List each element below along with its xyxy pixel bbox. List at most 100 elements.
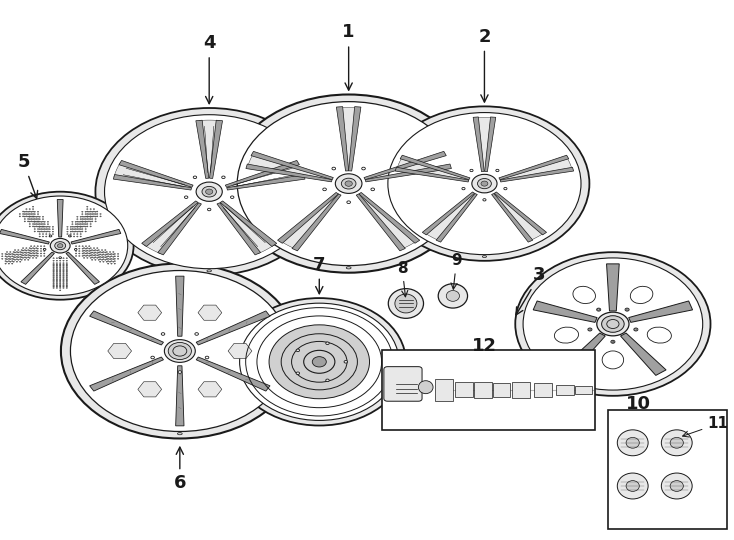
Ellipse shape bbox=[79, 228, 80, 230]
Ellipse shape bbox=[53, 287, 54, 288]
Ellipse shape bbox=[602, 316, 624, 332]
Ellipse shape bbox=[53, 260, 54, 261]
Polygon shape bbox=[499, 155, 569, 180]
Ellipse shape bbox=[37, 228, 39, 230]
Ellipse shape bbox=[63, 287, 64, 288]
Ellipse shape bbox=[47, 228, 48, 230]
Ellipse shape bbox=[87, 206, 88, 207]
Ellipse shape bbox=[87, 224, 88, 225]
Ellipse shape bbox=[80, 219, 81, 220]
Ellipse shape bbox=[63, 279, 64, 280]
Ellipse shape bbox=[81, 231, 83, 232]
Ellipse shape bbox=[63, 258, 64, 259]
Ellipse shape bbox=[90, 216, 91, 217]
Polygon shape bbox=[196, 357, 270, 391]
Ellipse shape bbox=[81, 224, 83, 225]
Ellipse shape bbox=[36, 216, 37, 217]
Ellipse shape bbox=[63, 267, 64, 268]
Ellipse shape bbox=[589, 329, 591, 330]
Polygon shape bbox=[356, 194, 405, 251]
Polygon shape bbox=[533, 301, 597, 322]
Ellipse shape bbox=[82, 255, 84, 256]
Ellipse shape bbox=[39, 224, 40, 225]
Ellipse shape bbox=[602, 351, 624, 369]
Ellipse shape bbox=[304, 350, 335, 373]
Ellipse shape bbox=[98, 252, 99, 253]
Ellipse shape bbox=[101, 254, 103, 255]
Ellipse shape bbox=[79, 221, 80, 222]
Ellipse shape bbox=[53, 278, 54, 279]
Ellipse shape bbox=[79, 224, 80, 225]
Ellipse shape bbox=[49, 236, 50, 237]
Ellipse shape bbox=[371, 188, 374, 191]
Polygon shape bbox=[425, 193, 476, 240]
Ellipse shape bbox=[346, 267, 351, 269]
Ellipse shape bbox=[87, 221, 88, 222]
Ellipse shape bbox=[105, 254, 106, 255]
Ellipse shape bbox=[36, 221, 37, 222]
Ellipse shape bbox=[32, 224, 34, 225]
Ellipse shape bbox=[29, 221, 30, 222]
Ellipse shape bbox=[95, 257, 96, 258]
Ellipse shape bbox=[79, 255, 80, 256]
Ellipse shape bbox=[46, 226, 47, 227]
Polygon shape bbox=[90, 311, 164, 345]
Ellipse shape bbox=[90, 211, 91, 212]
Ellipse shape bbox=[72, 231, 73, 232]
Ellipse shape bbox=[239, 303, 399, 421]
Ellipse shape bbox=[59, 275, 61, 276]
Ellipse shape bbox=[82, 253, 84, 254]
Ellipse shape bbox=[29, 255, 30, 256]
Ellipse shape bbox=[59, 290, 61, 291]
Ellipse shape bbox=[76, 253, 77, 254]
Ellipse shape bbox=[16, 252, 18, 253]
Ellipse shape bbox=[208, 208, 211, 211]
Ellipse shape bbox=[77, 216, 78, 217]
Ellipse shape bbox=[388, 288, 424, 319]
Ellipse shape bbox=[73, 226, 75, 227]
Ellipse shape bbox=[193, 176, 197, 179]
Ellipse shape bbox=[446, 291, 459, 301]
Ellipse shape bbox=[53, 258, 54, 259]
Ellipse shape bbox=[105, 252, 106, 253]
Ellipse shape bbox=[37, 253, 38, 254]
Ellipse shape bbox=[13, 259, 14, 260]
Ellipse shape bbox=[107, 256, 109, 257]
Ellipse shape bbox=[76, 251, 77, 252]
Ellipse shape bbox=[19, 216, 21, 217]
Ellipse shape bbox=[28, 254, 29, 255]
Ellipse shape bbox=[178, 433, 182, 435]
Ellipse shape bbox=[79, 251, 80, 252]
Ellipse shape bbox=[53, 266, 54, 267]
Ellipse shape bbox=[75, 228, 76, 230]
Ellipse shape bbox=[59, 276, 61, 278]
Ellipse shape bbox=[30, 253, 32, 254]
Polygon shape bbox=[492, 193, 533, 242]
Ellipse shape bbox=[332, 167, 335, 170]
Ellipse shape bbox=[88, 216, 90, 217]
Ellipse shape bbox=[296, 349, 299, 352]
Ellipse shape bbox=[34, 221, 35, 222]
Polygon shape bbox=[138, 382, 161, 397]
Ellipse shape bbox=[515, 252, 711, 396]
Ellipse shape bbox=[18, 249, 19, 251]
Ellipse shape bbox=[90, 250, 91, 251]
Ellipse shape bbox=[34, 248, 35, 249]
Polygon shape bbox=[484, 117, 495, 172]
Text: 7: 7 bbox=[313, 255, 326, 294]
Ellipse shape bbox=[77, 236, 78, 237]
Ellipse shape bbox=[90, 221, 91, 222]
Ellipse shape bbox=[113, 259, 114, 260]
Ellipse shape bbox=[53, 284, 54, 285]
Ellipse shape bbox=[89, 255, 90, 256]
Ellipse shape bbox=[98, 257, 99, 258]
Ellipse shape bbox=[87, 226, 88, 227]
Text: 8: 8 bbox=[397, 261, 408, 297]
Ellipse shape bbox=[32, 255, 34, 256]
Ellipse shape bbox=[10, 252, 11, 253]
Ellipse shape bbox=[20, 252, 21, 253]
Polygon shape bbox=[494, 192, 547, 235]
Ellipse shape bbox=[16, 256, 18, 258]
Ellipse shape bbox=[85, 246, 87, 247]
Ellipse shape bbox=[107, 261, 109, 262]
